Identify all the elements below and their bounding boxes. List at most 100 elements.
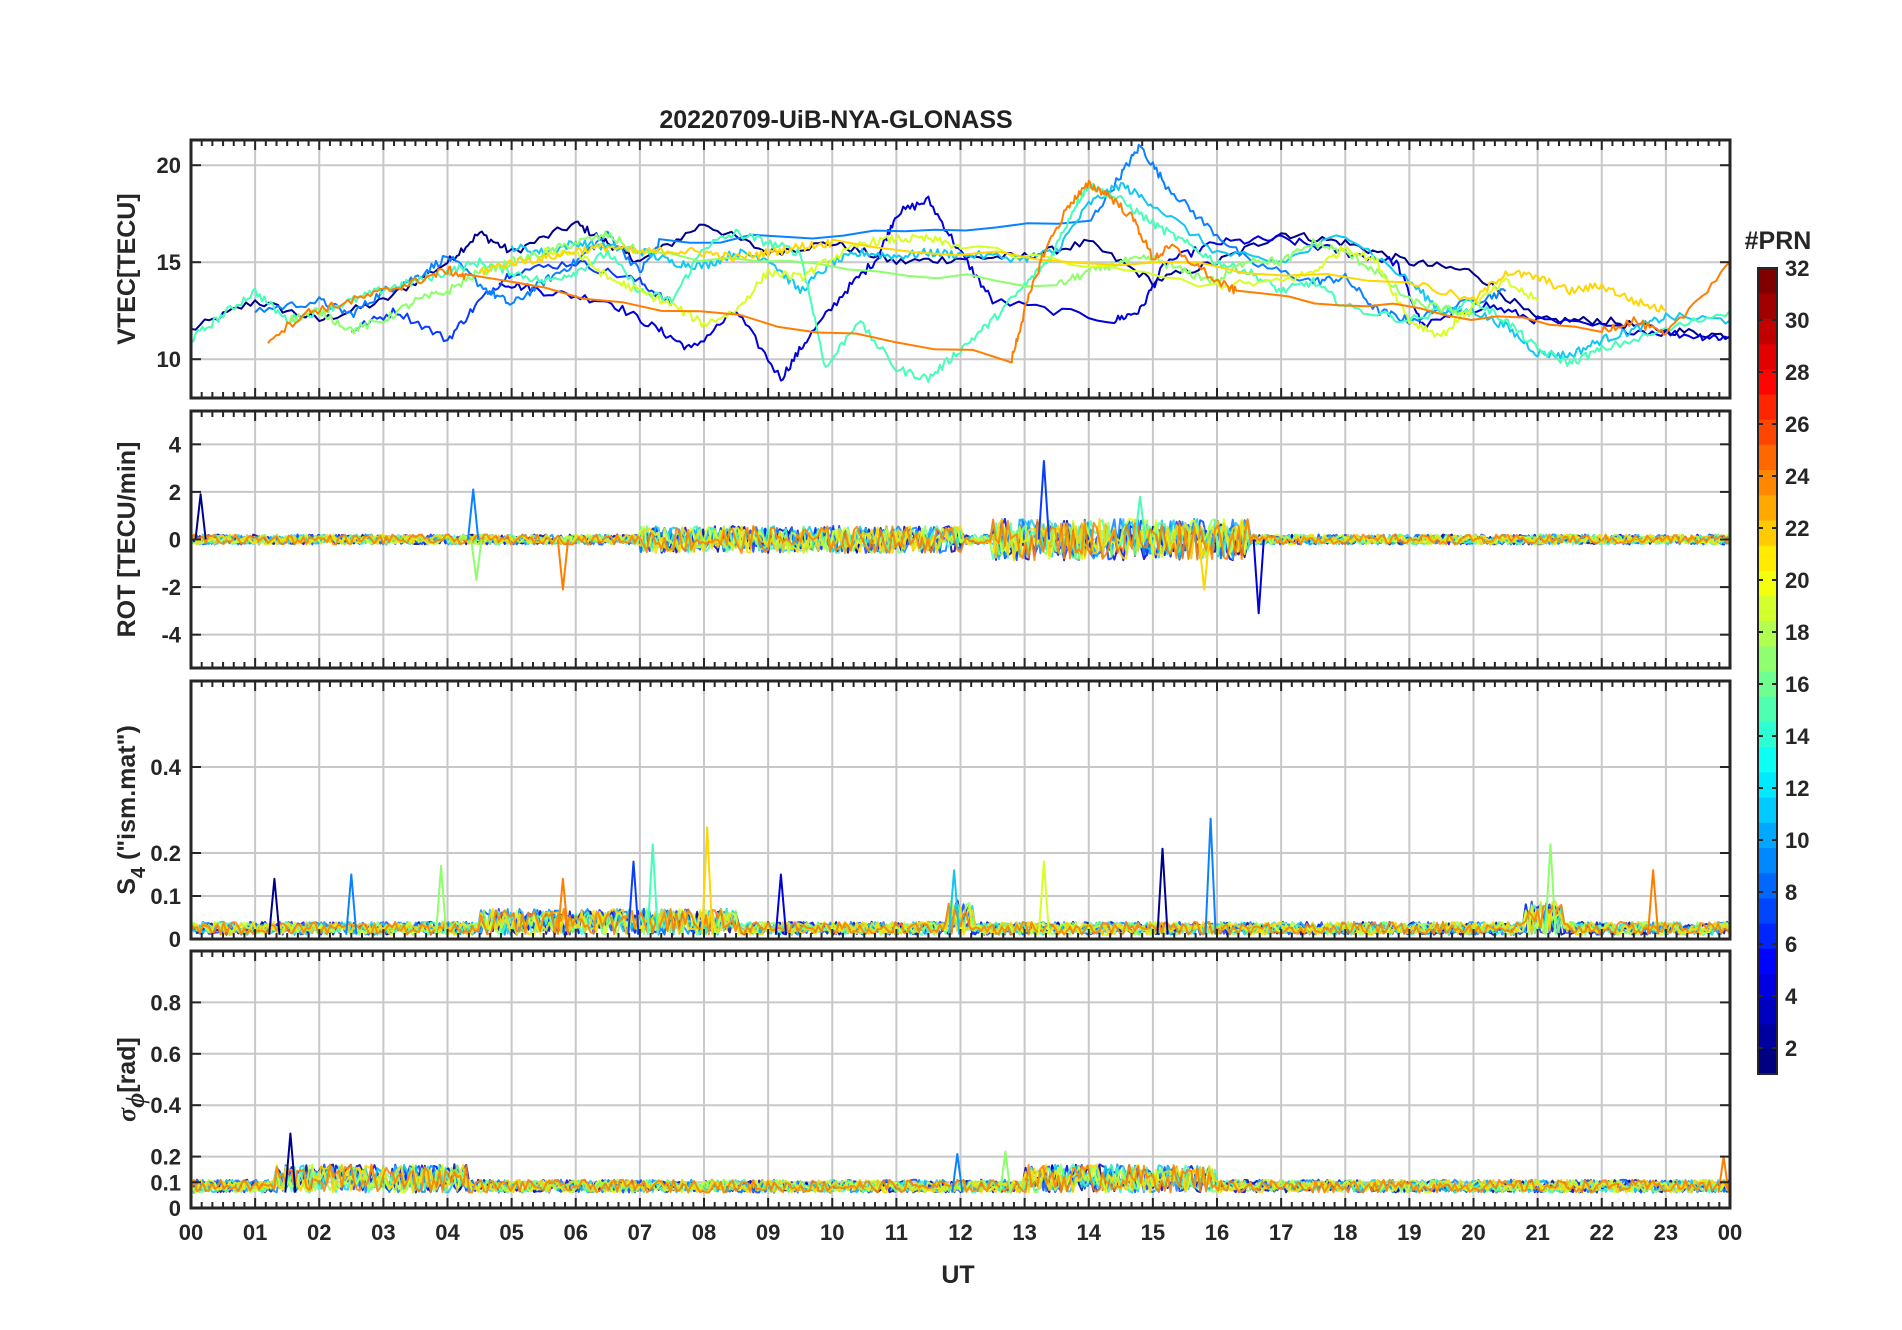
colorbar-tick-label: 28 [1785, 360, 1809, 385]
colorbar-tick-label: 20 [1785, 568, 1809, 593]
y-tick-label: 0.1 [150, 884, 181, 909]
data-layer [191, 143, 1730, 383]
panel-rot: -4 -2 0 2 4 ROT [TECU/min] [113, 409, 1732, 670]
spike [1156, 847, 1169, 935]
y-tick-label: 0.8 [150, 990, 181, 1015]
series-trace [191, 517, 1730, 562]
spike [948, 869, 961, 935]
y-tick-label: 0.2 [150, 1145, 181, 1170]
colorbar-swatch [1758, 721, 1777, 748]
colorbar-swatch [1758, 293, 1777, 319]
x-tick-label: 04 [435, 1220, 460, 1245]
y-axis-label: σϕ[rad] [112, 1037, 150, 1122]
spike [435, 864, 448, 935]
panel-vtec: 10 15 20 VTEC[TECU] [113, 138, 1732, 400]
x-tick-label: 02 [307, 1220, 331, 1245]
y-tick-label: 0 [169, 528, 181, 553]
colorbar-swatch [1758, 998, 1777, 1025]
colorbar-swatch [1758, 872, 1777, 899]
y-tick-label: 10 [157, 347, 181, 372]
colorbar: #PRN 32 30 28 26 24 22 20 18 16 14 12 10 8 6 4 2 [1745, 227, 1812, 1075]
colorbar-swatch [1758, 419, 1777, 445]
x-tick-label: 12 [948, 1220, 972, 1245]
colorbar-swatch [1758, 1023, 1777, 1050]
colorbar-swatch [1758, 771, 1777, 798]
y-tick-label: 0 [169, 1196, 181, 1221]
colorbar-swatch [1758, 268, 1777, 294]
x-tick-label: 21 [1525, 1220, 1549, 1245]
y-tick-label: 0.2 [150, 841, 181, 866]
colorbar-tick-label: 2 [1785, 1036, 1797, 1061]
x-tick-label: 15 [1141, 1220, 1165, 1245]
colorbar-swatch [1758, 1048, 1777, 1075]
x-tick-label: 09 [756, 1220, 780, 1245]
x-tick-label: 05 [499, 1220, 523, 1245]
colorbar-swatch [1758, 746, 1777, 773]
y-label-main: S [113, 878, 141, 895]
series-line [543, 233, 1539, 338]
spike [345, 873, 358, 935]
spike [1037, 460, 1050, 540]
spike [556, 877, 570, 935]
colorbar-tick-label: 24 [1785, 464, 1810, 489]
spike [999, 1150, 1012, 1193]
spike [774, 873, 788, 935]
colorbar-tick-label: 32 [1785, 256, 1809, 281]
series-trace [191, 1163, 1730, 1194]
x-tick-label: 11 [885, 1220, 908, 1245]
y-tick-label: 4 [169, 432, 182, 457]
x-tick-label: 10 [820, 1220, 844, 1245]
colorbar-swatch [1758, 822, 1777, 848]
x-tick-label: 00 [1718, 1220, 1742, 1245]
spike [284, 1132, 297, 1193]
colorbar-swatch [1758, 570, 1777, 597]
spike [646, 843, 659, 935]
x-tick-label: 16 [1205, 1220, 1229, 1245]
x-axis-label: UT [941, 1261, 974, 1289]
colorbar-swatch [1758, 897, 1777, 924]
data-layer [191, 817, 1730, 936]
panel-sigma: 00.10.20.40.60.8σϕ[rad] [112, 949, 1732, 1221]
y-label-tail: [rad] [113, 1037, 141, 1093]
colorbar-swatch [1758, 494, 1777, 521]
series-line [267, 179, 1730, 364]
colorbar-swatch [1758, 973, 1777, 1000]
y-tick-label: 2 [169, 480, 181, 505]
series-line [510, 182, 1730, 360]
series-line [351, 260, 673, 343]
colorbar-tick-label: 6 [1785, 932, 1797, 957]
colorbar-swatch [1758, 948, 1777, 974]
x-tick-label: 06 [564, 1220, 588, 1245]
colorbar-swatch [1758, 620, 1777, 647]
x-tick-label: 20 [1461, 1220, 1485, 1245]
x-tick-label: 07 [628, 1220, 652, 1245]
colorbar-frame [1757, 267, 1778, 1075]
y-label-symbol: σ [112, 1107, 141, 1122]
x-tick-label: 00 [179, 1220, 203, 1245]
y-label-tail: ("ism.mat") [113, 725, 141, 867]
spike [1037, 860, 1050, 935]
data-layer [191, 1132, 1730, 1194]
x-tick-label: 18 [1333, 1220, 1357, 1245]
x-tick-label: 13 [1012, 1220, 1036, 1245]
y-tick-label: 15 [157, 250, 181, 275]
y-tick-label: 0.6 [150, 1042, 181, 1067]
colorbar-label: #PRN [1745, 227, 1812, 255]
colorbar-swatch [1758, 595, 1777, 622]
y-tick-label: -2 [161, 575, 181, 600]
colorbar-swatch [1758, 922, 1777, 949]
colorbar-swatch [1758, 444, 1777, 471]
spike [627, 860, 640, 935]
x-tick-label: 19 [1397, 1220, 1421, 1245]
y-tick-label: 0.4 [150, 1093, 181, 1118]
spike [1646, 869, 1660, 935]
x-tick-label: 03 [371, 1220, 395, 1245]
colorbar-tick-label: 26 [1785, 412, 1809, 437]
colorbar-swatch [1758, 318, 1777, 345]
spike [470, 539, 483, 581]
y-label-subscript: 4 [128, 866, 150, 878]
series-line [191, 220, 1730, 341]
spike [194, 493, 207, 540]
spike [1133, 495, 1147, 540]
